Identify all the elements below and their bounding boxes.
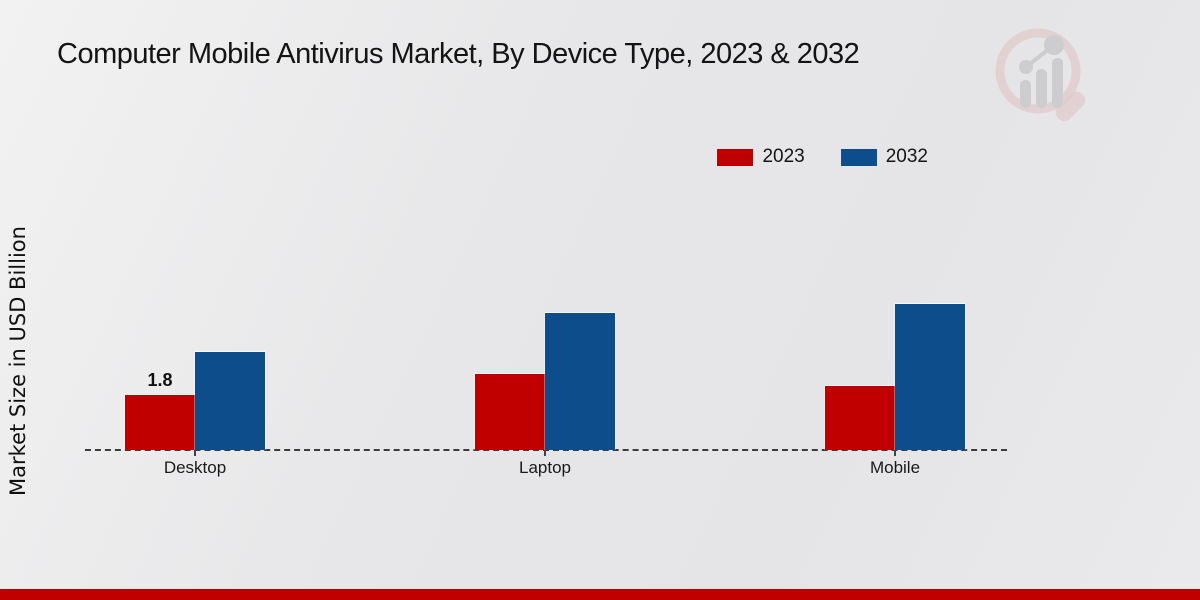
bar-2023-laptop xyxy=(475,373,545,450)
x-axis-tick-laptop xyxy=(544,450,546,456)
category-label-mobile: Mobile xyxy=(869,458,921,477)
magnifier-handle xyxy=(1055,91,1086,122)
bar-value-label-2023-desktop: 1.8 xyxy=(147,370,173,391)
x-axis-tick-mobile xyxy=(894,450,896,456)
legend-item-2023: 2023 xyxy=(717,146,805,168)
bar-2032-desktop xyxy=(195,352,265,450)
chart-title: Computer Mobile Antivirus Market, By Dev… xyxy=(57,38,860,70)
category-label-desktop: Desktop xyxy=(163,458,227,477)
bar-2032-laptop xyxy=(545,312,615,450)
footer-strip xyxy=(0,589,1200,600)
bar-2023-mobile xyxy=(825,385,895,450)
legend-swatch-2032 xyxy=(840,148,877,166)
x-axis-tick-desktop xyxy=(194,450,196,456)
bar-2032-mobile xyxy=(895,303,965,450)
category-label-laptop: Laptop xyxy=(519,458,571,477)
watermark-bars xyxy=(1019,35,1064,108)
bar-2023-desktop xyxy=(125,395,195,450)
legend-label-2023: 2023 xyxy=(762,146,805,167)
y-axis-label: Market Size in USD Billion xyxy=(6,226,30,496)
legend: 2023 2032 xyxy=(717,146,928,168)
legend-swatch-2023 xyxy=(717,148,754,166)
x-axis-baseline xyxy=(85,449,1007,451)
magnifier-bar-chart-logo xyxy=(992,25,1092,130)
legend-item-2032: 2032 xyxy=(840,146,928,168)
legend-label-2032: 2032 xyxy=(885,146,928,167)
watermark-svg xyxy=(995,28,1086,122)
